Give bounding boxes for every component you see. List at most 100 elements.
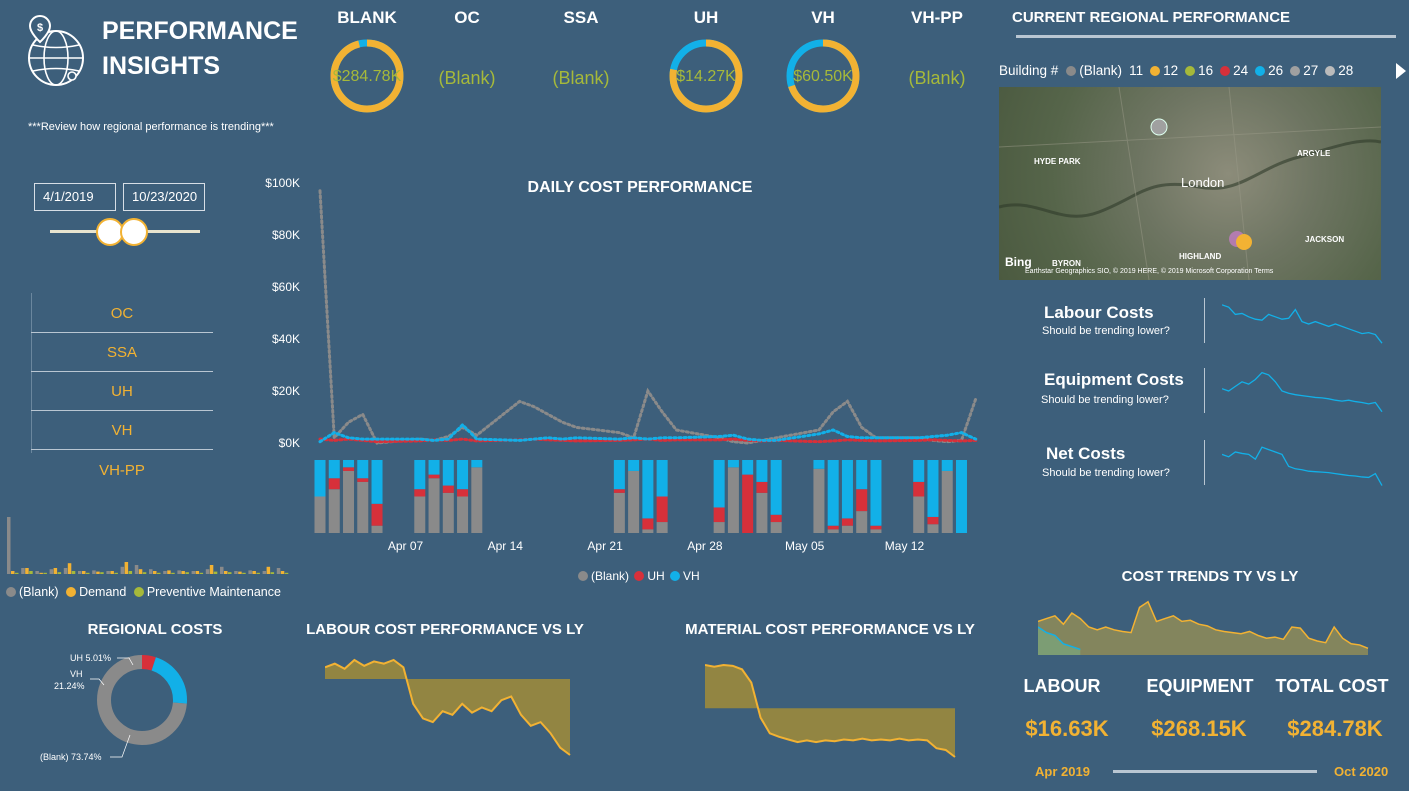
work-type-bar: [25, 568, 29, 574]
daily-bar-segment: [471, 460, 483, 468]
daily-bar-segment: [927, 524, 939, 533]
material-vs-ly-chart: [705, 663, 956, 758]
building-legend-label: Building #: [999, 63, 1059, 78]
region-option-vh-pp[interactable]: VH-PP: [99, 462, 145, 479]
work-type-bar: [86, 572, 90, 574]
bing-logo: Bing: [1005, 255, 1032, 269]
cost-trends-chart: [1038, 600, 1369, 655]
legend-dot-icon: [1255, 66, 1266, 76]
work-type-bar: [238, 571, 242, 574]
daily-bar-segment: [856, 511, 868, 533]
region-option-uh[interactable]: UH: [31, 372, 213, 411]
equipment-sparkline: [1222, 371, 1383, 413]
labour-sparkline: [1222, 304, 1383, 344]
work-type-bar: [82, 571, 86, 574]
legend-blank[interactable]: (Blank): [6, 585, 59, 599]
work-type-bar: [163, 571, 167, 574]
work-type-bar: [106, 571, 110, 574]
building-legend-label: 27: [1303, 63, 1319, 78]
date-slider-handle-end[interactable]: [120, 218, 148, 246]
daily-bar-segment: [955, 460, 967, 533]
work-type-bar: [228, 572, 232, 574]
total-cost-label: TOTAL COST: [1275, 676, 1389, 696]
work-type-bar: [248, 570, 252, 574]
work-type-bar: [284, 572, 289, 574]
card-divider: [1204, 368, 1205, 413]
daily-bar-segment: [841, 518, 853, 526]
legend-dot-icon: [66, 587, 77, 597]
daily-bar-segment: [471, 467, 483, 533]
work-type-bar: [15, 572, 19, 574]
regional-map[interactable]: HYDE PARK ARGYLE London HIGHLAND JACKSON…: [999, 87, 1381, 280]
labour-vs-ly-title: LABOUR COST PERFORMANCE VS LY: [306, 621, 584, 638]
period-slider-track[interactable]: [1113, 770, 1317, 773]
legend-dot-icon: [578, 571, 588, 581]
work-type-bar: [276, 568, 281, 574]
building-legend-item[interactable]: 24: [1220, 63, 1248, 78]
labour-trend-subtitle: Should be trending lower?: [1042, 325, 1170, 337]
legend-pm-label: Preventive Maintenance: [146, 585, 281, 599]
kpi-value: $284.78K: [332, 68, 402, 85]
map-attribution[interactable]: Earthstar Geographics SIO, © 2019 HERE, …: [1025, 268, 1274, 275]
daily-bar-segment: [314, 496, 326, 533]
daily-bar-segment: [328, 460, 340, 479]
date-slider-handle-start[interactable]: [96, 218, 124, 246]
legend-dot-icon: [6, 587, 16, 597]
building-legend-item[interactable]: (Blank): [1066, 63, 1122, 78]
daily-bar-segment: [414, 460, 426, 490]
legend-vh[interactable]: VH: [670, 569, 700, 583]
legend-demand[interactable]: Demand: [66, 585, 126, 599]
work-type-bar: [120, 566, 125, 574]
region-option-vh[interactable]: VH: [31, 411, 213, 450]
daily-bar-segment: [357, 478, 369, 482]
work-type-bar: [43, 572, 47, 574]
net-trend-title: Net Costs: [1046, 444, 1126, 463]
legend-uh[interactable]: UH: [634, 569, 665, 583]
legend-blank[interactable]: (Blank): [578, 569, 629, 583]
building-legend-item[interactable]: 28: [1325, 63, 1353, 78]
daily-bar-segment: [428, 460, 440, 475]
daily-bar-segment: [927, 516, 939, 525]
daily-bar-segment: [756, 460, 768, 482]
daily-bar-segment: [613, 492, 625, 533]
work-type-bar: [177, 570, 181, 574]
building-legend-item[interactable]: 12: [1150, 63, 1178, 78]
labour-vs-ly-line: [325, 658, 571, 756]
donut-label-vh: VH: [70, 669, 83, 679]
start-date-input[interactable]: 4/1/2019: [34, 183, 116, 211]
ty-line: [1038, 600, 1369, 649]
work-type-bar: [100, 572, 104, 574]
daily-bar-segment: [414, 496, 426, 533]
region-option-oc[interactable]: OC: [31, 294, 213, 333]
daily-bar-segment: [913, 481, 925, 497]
map-place-highland: HIGHLAND: [1179, 252, 1222, 261]
y-tick-label: $20K: [272, 384, 300, 398]
work-type-bar: [234, 571, 238, 574]
work-type-bar: [262, 571, 267, 574]
daily-bar-segment: [941, 470, 953, 533]
work-type-bar: [209, 565, 214, 574]
daily-bar-segment: [770, 460, 782, 515]
map-place-london: London: [1181, 175, 1225, 190]
x-tick-label: Apr 07: [388, 539, 424, 553]
equipment-trend-subtitle: Should be trending lower?: [1041, 394, 1169, 406]
building-legend-item[interactable]: 27: [1290, 63, 1318, 78]
building-legend-item[interactable]: 16: [1185, 63, 1213, 78]
kpi-ring-fill: [330, 39, 404, 113]
legend-dot-icon: [634, 571, 645, 581]
building-legend-item[interactable]: 11: [1129, 63, 1143, 78]
daily-bar-segment: [428, 474, 440, 479]
daily-bar-segment: [457, 496, 469, 533]
region-option-ssa[interactable]: SSA: [31, 333, 213, 372]
legend-next-icon[interactable]: [1396, 63, 1406, 79]
work-type-bar: [224, 571, 228, 574]
work-type-bar: [195, 571, 200, 574]
region-slicer-top-rule: [31, 293, 32, 453]
daily-bar-segment: [770, 514, 782, 523]
daily-bar-segment: [713, 507, 725, 523]
building-legend-item[interactable]: 26: [1255, 63, 1283, 78]
end-date-input[interactable]: 10/23/2020: [123, 183, 205, 211]
work-type-bar: [185, 572, 189, 574]
legend-vh-label: VH: [683, 569, 700, 583]
legend-pm[interactable]: Preventive Maintenance: [133, 585, 281, 599]
